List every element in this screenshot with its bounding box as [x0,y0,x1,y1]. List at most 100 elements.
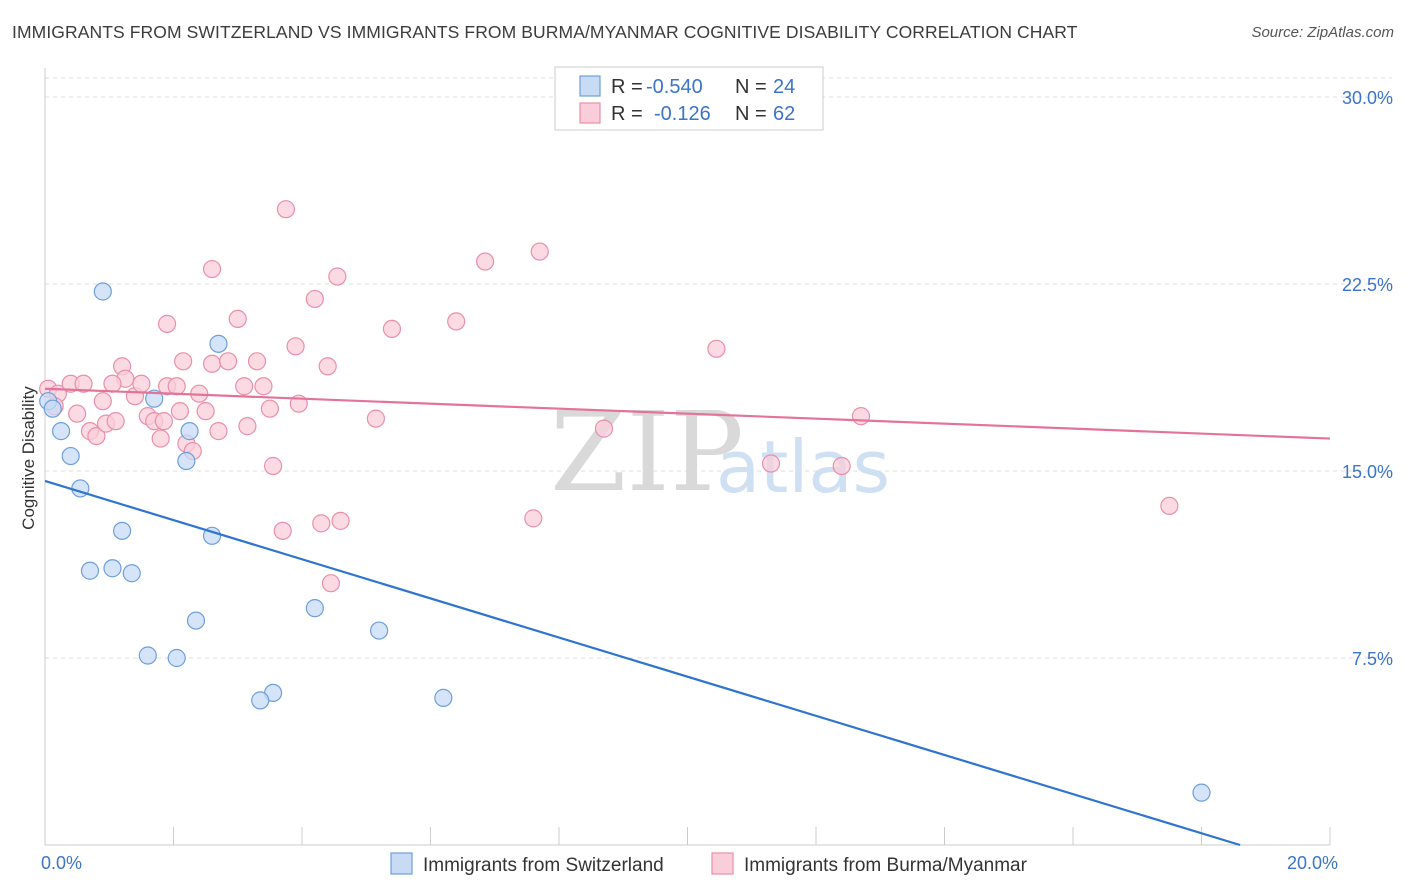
trend-layer [44,387,1331,847]
point-burma [132,374,151,393]
point-burma [707,339,726,358]
point-burma [273,521,292,540]
point-switzerland [434,688,453,707]
point-switzerland [145,389,164,408]
point-switzerland [103,559,122,578]
point-burma [103,374,122,393]
legend-swatch-burma [579,102,601,124]
point-burma [530,242,549,261]
watermark-atlas: atlas [716,425,890,509]
point-burma [68,404,87,423]
point-burma [219,352,238,371]
point-burma [476,252,495,271]
point-switzerland [122,564,141,583]
point-burma [170,402,190,421]
legend-n-value-0: 24 [773,76,795,98]
point-switzerland [138,646,157,665]
legend-swatch-switzerland [579,75,601,97]
point-burma [247,352,267,371]
point-burma [312,514,331,533]
point-burma [254,377,273,396]
point-burma [228,309,247,329]
legend-n-value-1: 62 [773,103,795,125]
point-burma [154,412,173,431]
y-tick-label: 7.5% [1352,649,1393,669]
point-switzerland [370,621,389,640]
point-burma [106,412,125,431]
legend-n-label-1: N = [735,103,767,125]
legend-n-label-0: N = [735,76,767,98]
point-burma [151,429,170,448]
chart-source: Source: ZipAtlas.com [1251,24,1394,41]
grid-layer [45,77,1392,659]
point-burma [202,259,222,279]
point-switzerland [1192,783,1211,802]
y-axis-label: Cognitive Disability [19,386,38,530]
point-burma [74,374,93,393]
bottom-legend-swatch-switzerland [390,852,413,875]
point-burma [1160,496,1179,516]
point-switzerland [180,422,199,441]
bottom-legend-label-switzerland: Immigrants from Switzerland [423,855,664,876]
watermark-zip: ZIP [550,388,744,516]
point-switzerland [251,691,270,710]
point-burma [276,200,296,219]
point-burma [286,337,305,356]
point-burma [447,312,466,331]
x-tick-label: 20.0% [1287,853,1338,873]
point-burma [235,377,254,396]
point-burma [174,352,193,371]
point-switzerland [177,451,196,471]
x-tick-label: 0.0% [41,853,82,873]
point-switzerland [209,334,228,353]
point-burma [167,377,186,396]
legend-box: R = -0.540 N = 24 R = -0.126 N = 62 [554,66,824,131]
point-switzerland [61,446,80,466]
point-burma [382,319,402,338]
point-switzerland [43,399,62,418]
point-burma [331,511,350,530]
point-burma [238,417,257,436]
point-burma [321,574,341,593]
point-switzerland [112,521,132,540]
point-burma [832,456,851,476]
point-switzerland [80,561,100,580]
point-burma [851,407,871,426]
point-burma [202,354,222,373]
point-burma [328,267,347,286]
point-burma [209,422,228,441]
trend-line-switzerland [44,479,1241,847]
point-burma [524,509,543,528]
point-burma [761,454,781,473]
legend-r-value-0: -0.540 [646,76,703,98]
point-switzerland [51,422,71,441]
legend-r-label-1: R = [611,103,643,125]
axis-layer: 7.5% 15.0% 22.5% 30.0% 0.0% 20.0% [41,68,1393,873]
watermark: ZIP atlas [550,388,890,516]
y-tick-label: 15.0% [1342,462,1393,482]
point-burma [318,357,337,376]
bottom-legend-swatch-burma [711,852,734,875]
point-burma [87,426,106,446]
point-burma [594,419,614,438]
point-switzerland [186,611,206,630]
point-switzerland [167,648,186,668]
bottom-legend: Immigrants from Switzerland Immigrants f… [390,852,1028,876]
trend-line-burma [44,387,1331,440]
point-burma [260,399,279,418]
point-burma [93,392,112,411]
point-burma [366,409,385,428]
point-burma [157,314,177,333]
chart-title: IMMIGRANTS FROM SWITZERLAND VS IMMIGRANT… [12,22,1078,42]
bottom-legend-label-burma: Immigrants from Burma/Myanmar [744,855,1028,876]
point-burma [196,402,215,421]
legend-r-label-0: R = [611,76,643,98]
points-layer [39,200,1211,802]
point-switzerland [93,282,112,301]
y-tick-label: 30.0% [1342,88,1393,108]
point-switzerland [305,599,324,618]
legend-r-value-1: -0.126 [654,103,711,125]
point-burma [305,289,324,309]
y-tick-label: 22.5% [1342,275,1393,295]
